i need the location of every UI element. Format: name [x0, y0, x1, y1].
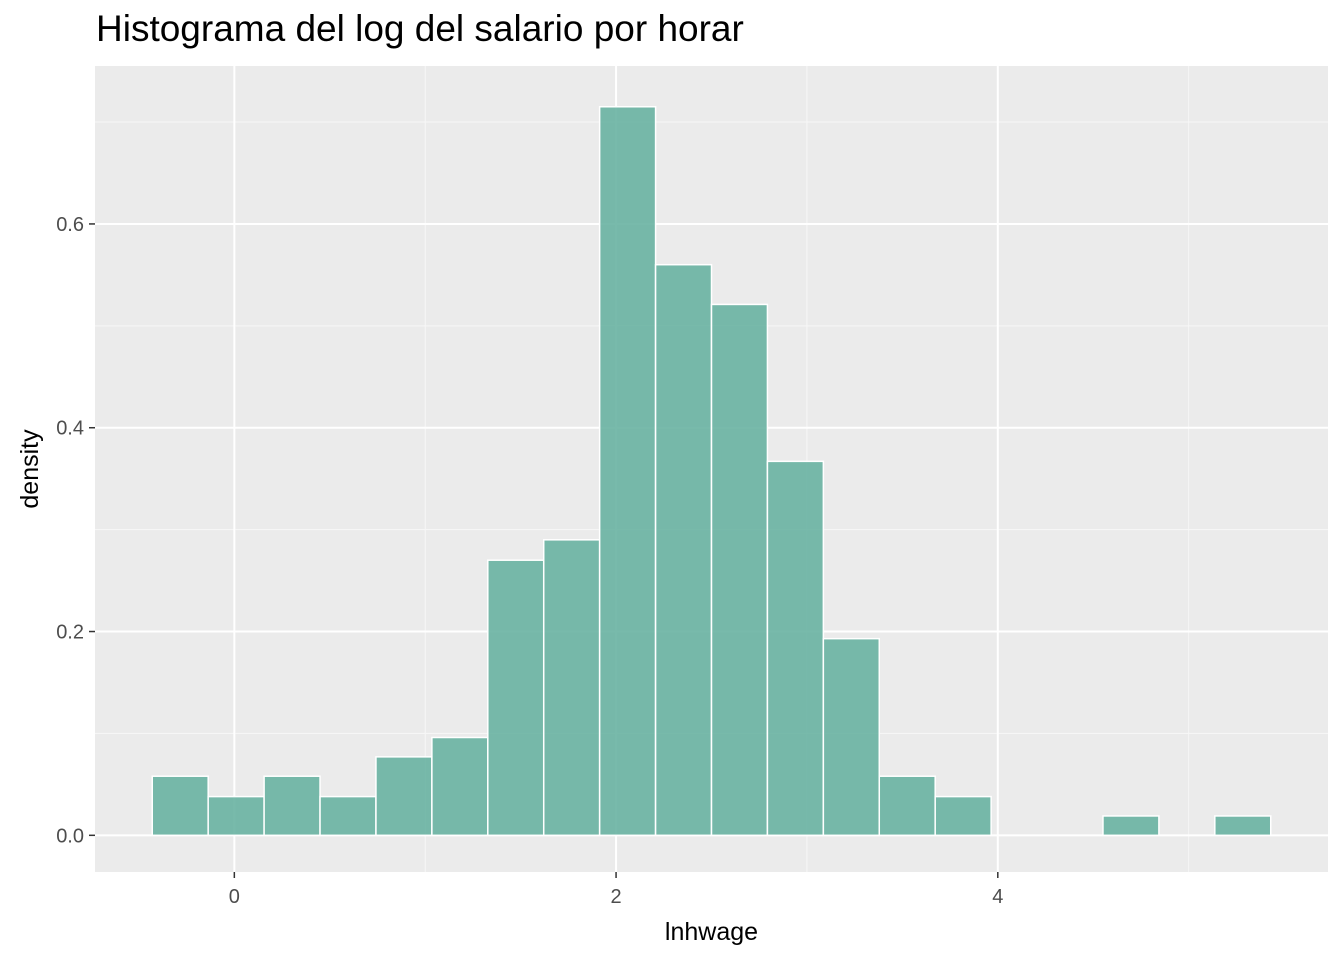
histogram-bar — [822, 637, 881, 837]
histogram-bar — [263, 775, 321, 837]
histogram-bar — [710, 303, 769, 837]
histogram-bar — [151, 775, 209, 837]
histogram-bar — [1102, 815, 1160, 837]
x-tick-label: 2 — [611, 886, 622, 908]
x-axis-title: lnhwage — [665, 918, 758, 946]
histogram-bar — [319, 795, 377, 837]
y-axis-title: density — [16, 429, 44, 509]
histogram-bars — [151, 106, 1272, 837]
histogram-bar — [375, 756, 433, 837]
y-tick-label: 0.0 — [56, 825, 84, 847]
histogram-bar — [654, 263, 713, 837]
histogram-bar — [766, 460, 825, 837]
minor-gridlines — [95, 66, 1328, 872]
histogram-bar — [431, 736, 489, 837]
histogram-bar — [598, 106, 657, 837]
x-tick-label: 4 — [992, 886, 1003, 908]
histogram-bar — [487, 559, 545, 837]
histogram-bar — [934, 795, 992, 837]
y-tick-label: 0.2 — [56, 622, 84, 644]
histogram-bar — [1214, 815, 1272, 837]
y-tick-label: 0.4 — [56, 418, 84, 440]
y-tick-label: 0.6 — [56, 214, 84, 236]
histogram-bar — [542, 539, 601, 837]
histogram-bar — [207, 795, 265, 837]
histogram-bar — [878, 775, 936, 837]
tick-labels: 0 2 4 0.0 0.2 0.4 0.6 — [56, 214, 1003, 908]
axis-ticks — [89, 223, 999, 878]
x-tick-label: 0 — [229, 886, 240, 908]
chart-title: Histograma del log del salario por horar — [96, 8, 744, 49]
